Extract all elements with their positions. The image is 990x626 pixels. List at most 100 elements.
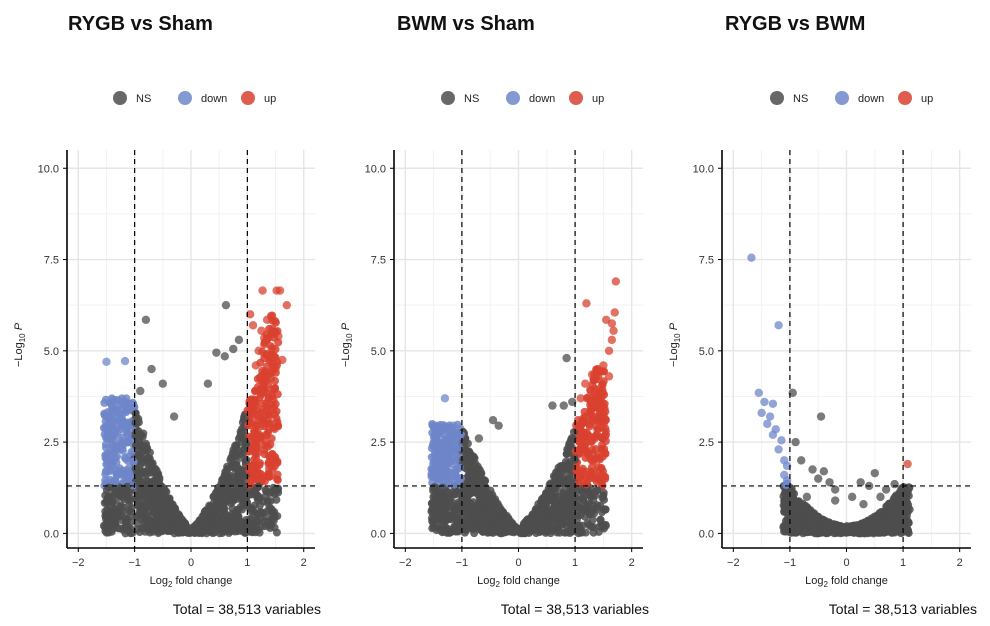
data-point (446, 515, 455, 524)
data-point-down (446, 428, 455, 438)
data-point-up (282, 300, 292, 310)
data-point (111, 442, 120, 451)
data-point (782, 492, 791, 501)
data-point (598, 399, 607, 408)
data-point (254, 448, 263, 457)
data-point-up (604, 372, 614, 381)
legend-label-down: down (529, 93, 555, 105)
data-point (215, 508, 224, 517)
data-point (115, 524, 124, 533)
data-point (589, 449, 598, 458)
data-point-ns (788, 388, 797, 398)
data-point-down (765, 412, 775, 421)
y-tick-label: 0.0 (44, 528, 59, 540)
data-point-ns (158, 379, 168, 388)
x-tick-label: −2 (72, 557, 85, 569)
data-point (105, 398, 114, 407)
data-point (789, 495, 798, 504)
data-point (168, 501, 177, 510)
data-point (818, 528, 827, 537)
data-point (887, 513, 896, 522)
data-point (136, 481, 145, 490)
data-point-ns (568, 397, 577, 407)
data-point-ns (896, 487, 905, 496)
data-point (532, 505, 541, 514)
data-point-up (611, 277, 621, 286)
data-point-ns (808, 465, 817, 474)
data-point (144, 507, 153, 516)
data-point (222, 494, 231, 503)
data-point (580, 437, 589, 446)
data-point (271, 383, 280, 392)
data-point (535, 528, 544, 537)
data-point (238, 522, 247, 531)
data-point-down (120, 423, 129, 432)
data-point-up (607, 319, 617, 328)
data-point (222, 510, 231, 519)
data-point (811, 514, 820, 523)
data-point-ns (830, 496, 840, 505)
data-point (783, 527, 792, 536)
data-point (431, 483, 440, 492)
data-point (136, 468, 145, 477)
data-point (566, 477, 575, 486)
data-point (126, 529, 135, 538)
data-point (238, 473, 247, 482)
data-point (243, 406, 252, 415)
data-point (252, 475, 261, 484)
data-point (158, 507, 167, 516)
y-tick-label: 0.0 (699, 528, 714, 540)
data-point-down (757, 408, 766, 418)
data-point (249, 415, 258, 424)
data-point-down (102, 357, 111, 366)
data-point-ns (802, 492, 812, 502)
y-tick-label: 7.5 (371, 255, 386, 267)
data-point (123, 515, 132, 524)
data-point (115, 468, 124, 477)
data-point (101, 470, 110, 479)
data-point (601, 505, 610, 514)
data-point (185, 527, 194, 536)
data-point (262, 487, 271, 496)
data-point (170, 515, 179, 524)
volcano-panel-1: RYGB vs Sham NS down up 0.0 2.5 5.0 7.5 10.0 −2 −1… (13, 13, 321, 617)
data-point-down (123, 430, 133, 440)
data-point (129, 457, 138, 466)
data-point-ns (847, 492, 857, 502)
data-point (590, 509, 599, 518)
data-point (780, 507, 789, 516)
data-point (241, 439, 250, 448)
data-point (601, 449, 610, 458)
data-point (601, 424, 610, 433)
x-tick-label: −1 (456, 557, 469, 569)
panel-title: BWM vs Sham (397, 13, 535, 35)
data-point (226, 487, 235, 496)
data-point-up (582, 299, 591, 308)
data-point-ns (136, 386, 145, 396)
data-point (268, 344, 277, 353)
data-point (797, 501, 806, 510)
data-point (152, 489, 161, 498)
x-tick-label: 2 (629, 557, 635, 569)
data-point (801, 527, 810, 536)
data-point (477, 515, 486, 524)
data-point-ns (791, 437, 800, 447)
data-point-ns (234, 335, 244, 345)
y-tick-label: 7.5 (699, 255, 714, 267)
x-tick-label: 0 (843, 557, 849, 569)
y-tick-label: 10.0 (365, 163, 386, 175)
data-point (141, 439, 150, 448)
data-point-ns (881, 485, 891, 494)
data-point (138, 501, 147, 510)
data-point (795, 516, 804, 525)
x-tick-label: 1 (572, 557, 578, 569)
data-point (274, 338, 283, 347)
data-point-ns (797, 456, 806, 465)
data-point (167, 509, 176, 518)
data-point-up (278, 355, 287, 365)
data-point-down (118, 399, 127, 408)
data-point-up (271, 364, 280, 374)
data-point-down (120, 356, 130, 366)
data-point (262, 402, 271, 411)
data-point (431, 510, 440, 519)
